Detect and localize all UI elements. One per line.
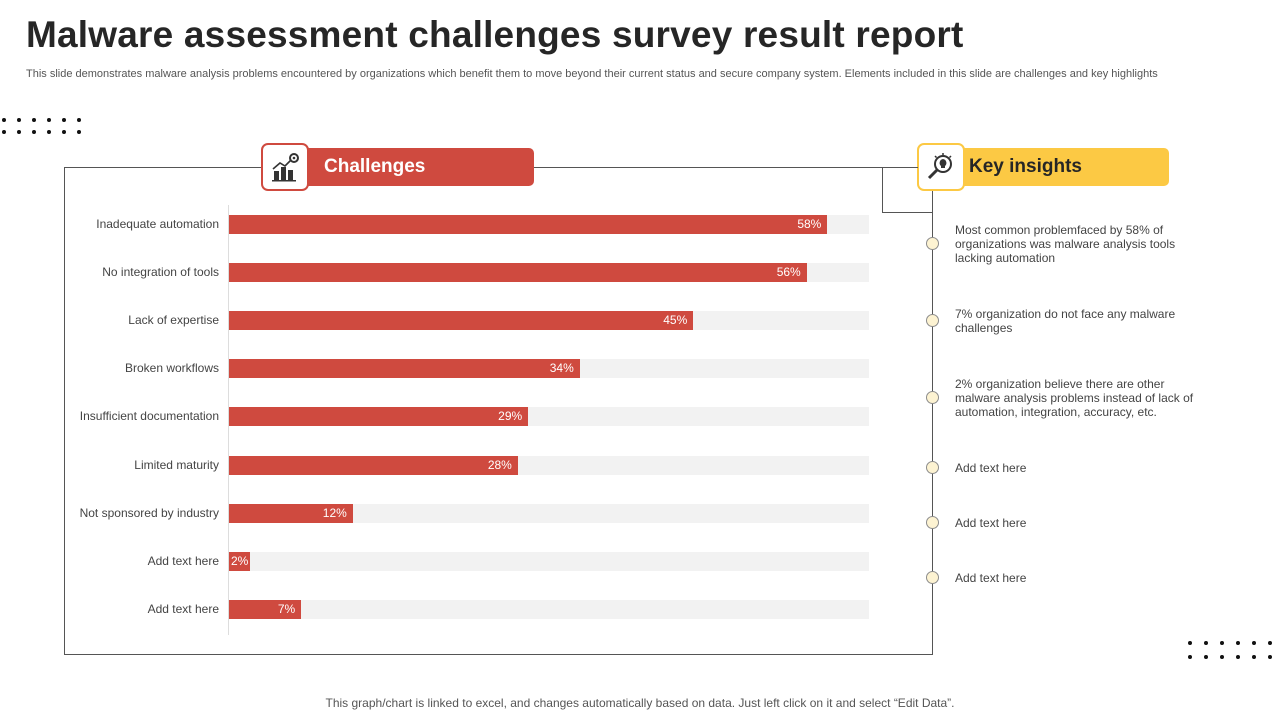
decorative-dot [1204,655,1208,659]
decorative-dot [62,130,66,134]
decorative-dot [17,130,21,134]
bar-value-label: 7% [277,601,296,616]
decorative-dot [17,118,21,122]
decorative-dot [1220,655,1224,659]
category-label: Inadequate automation [96,217,219,231]
bar-value-label: 58% [797,217,822,231]
bar-value-label: 29% [498,409,523,424]
footer-note: This graph/chart is linked to excel, and… [325,696,955,710]
insight-item: Most common problemfaced by 58% of organ… [955,223,1176,265]
category-label: Insufficient documentation [79,409,219,424]
bar[interactable] [229,503,353,523]
timeline-node [926,571,939,584]
decorative-dot [1268,655,1272,659]
insight-item: 7% organization do not face any malware … [955,307,1176,335]
timeline-node [926,237,939,250]
insight-item: Add text here [955,461,1027,475]
bar[interactable] [229,215,828,234]
decorative-dot [1236,655,1240,659]
magnifier-lightbulb-icon [917,143,965,191]
decorative-dot [1204,641,1208,645]
decorative-dot [77,118,81,122]
bar[interactable] [229,599,302,619]
category-label: Add text here [147,553,219,568]
timeline-node [926,314,939,327]
bar-value-label: 56% [776,265,801,280]
timeline-node [926,461,939,474]
decorative-dot [32,130,36,134]
challenges-header: Challenges [300,148,534,186]
bar[interactable] [229,551,250,571]
bar[interactable] [229,263,807,283]
category-label: No integration of tools [102,265,219,280]
decorative-dot [1252,641,1256,645]
bar[interactable] [229,407,529,427]
bar-track [229,599,869,619]
decorative-dot [1188,655,1192,659]
bar-value-label: 28% [487,457,512,472]
bar-value-label: 34% [549,361,574,376]
insight-item: Add text here [955,516,1027,530]
bar[interactable] [229,359,580,379]
decorative-dot [62,118,66,122]
insights-connector-vertical [882,167,883,213]
category-label: Lack of expertise [128,313,219,328]
decorative-dot [47,118,51,122]
insights-connector [882,167,918,168]
decorative-dot [1252,655,1256,659]
insights-connector-lower [882,212,933,213]
page-subtitle: This slide demonstrates malware analysis… [26,68,1158,80]
insight-item: 2% organization believe there are other … [955,377,1194,419]
decorative-dot [2,130,6,134]
decorative-dot [1236,641,1240,645]
page-title: Malware assessment challenges survey res… [26,14,964,55]
timeline-node [926,516,939,529]
category-label: Not sponsored by industry [79,505,219,520]
bar-track [229,503,869,523]
bar[interactable] [229,311,694,331]
decorative-dot [1268,641,1272,645]
decorative-dot [2,118,6,122]
insight-item: Add text here [955,571,1027,585]
decorative-dot [32,118,36,122]
timeline-node [926,391,939,404]
category-label: Add text here [147,601,219,616]
challenges-header-label: Challenges [324,156,426,177]
bar-value-label: 45% [663,313,688,328]
category-label: Broken workflows [124,361,219,376]
decorative-dot [1188,641,1192,645]
bar-track [229,551,869,571]
chart-axis-line [228,205,229,635]
decorative-dot [77,130,81,134]
bar-value-label: 2% [231,553,249,568]
bar[interactable] [229,455,518,475]
key-insights-header: Key insights [950,148,1169,186]
key-insights-header-label: Key insights [969,156,1082,177]
insights-timeline [932,212,933,655]
bar-value-label: 12% [322,505,347,520]
decorative-dot [47,130,51,134]
category-label: Limited maturity [134,457,219,472]
bar-chart-gear-icon [261,143,309,191]
decorative-dot [1220,641,1224,645]
